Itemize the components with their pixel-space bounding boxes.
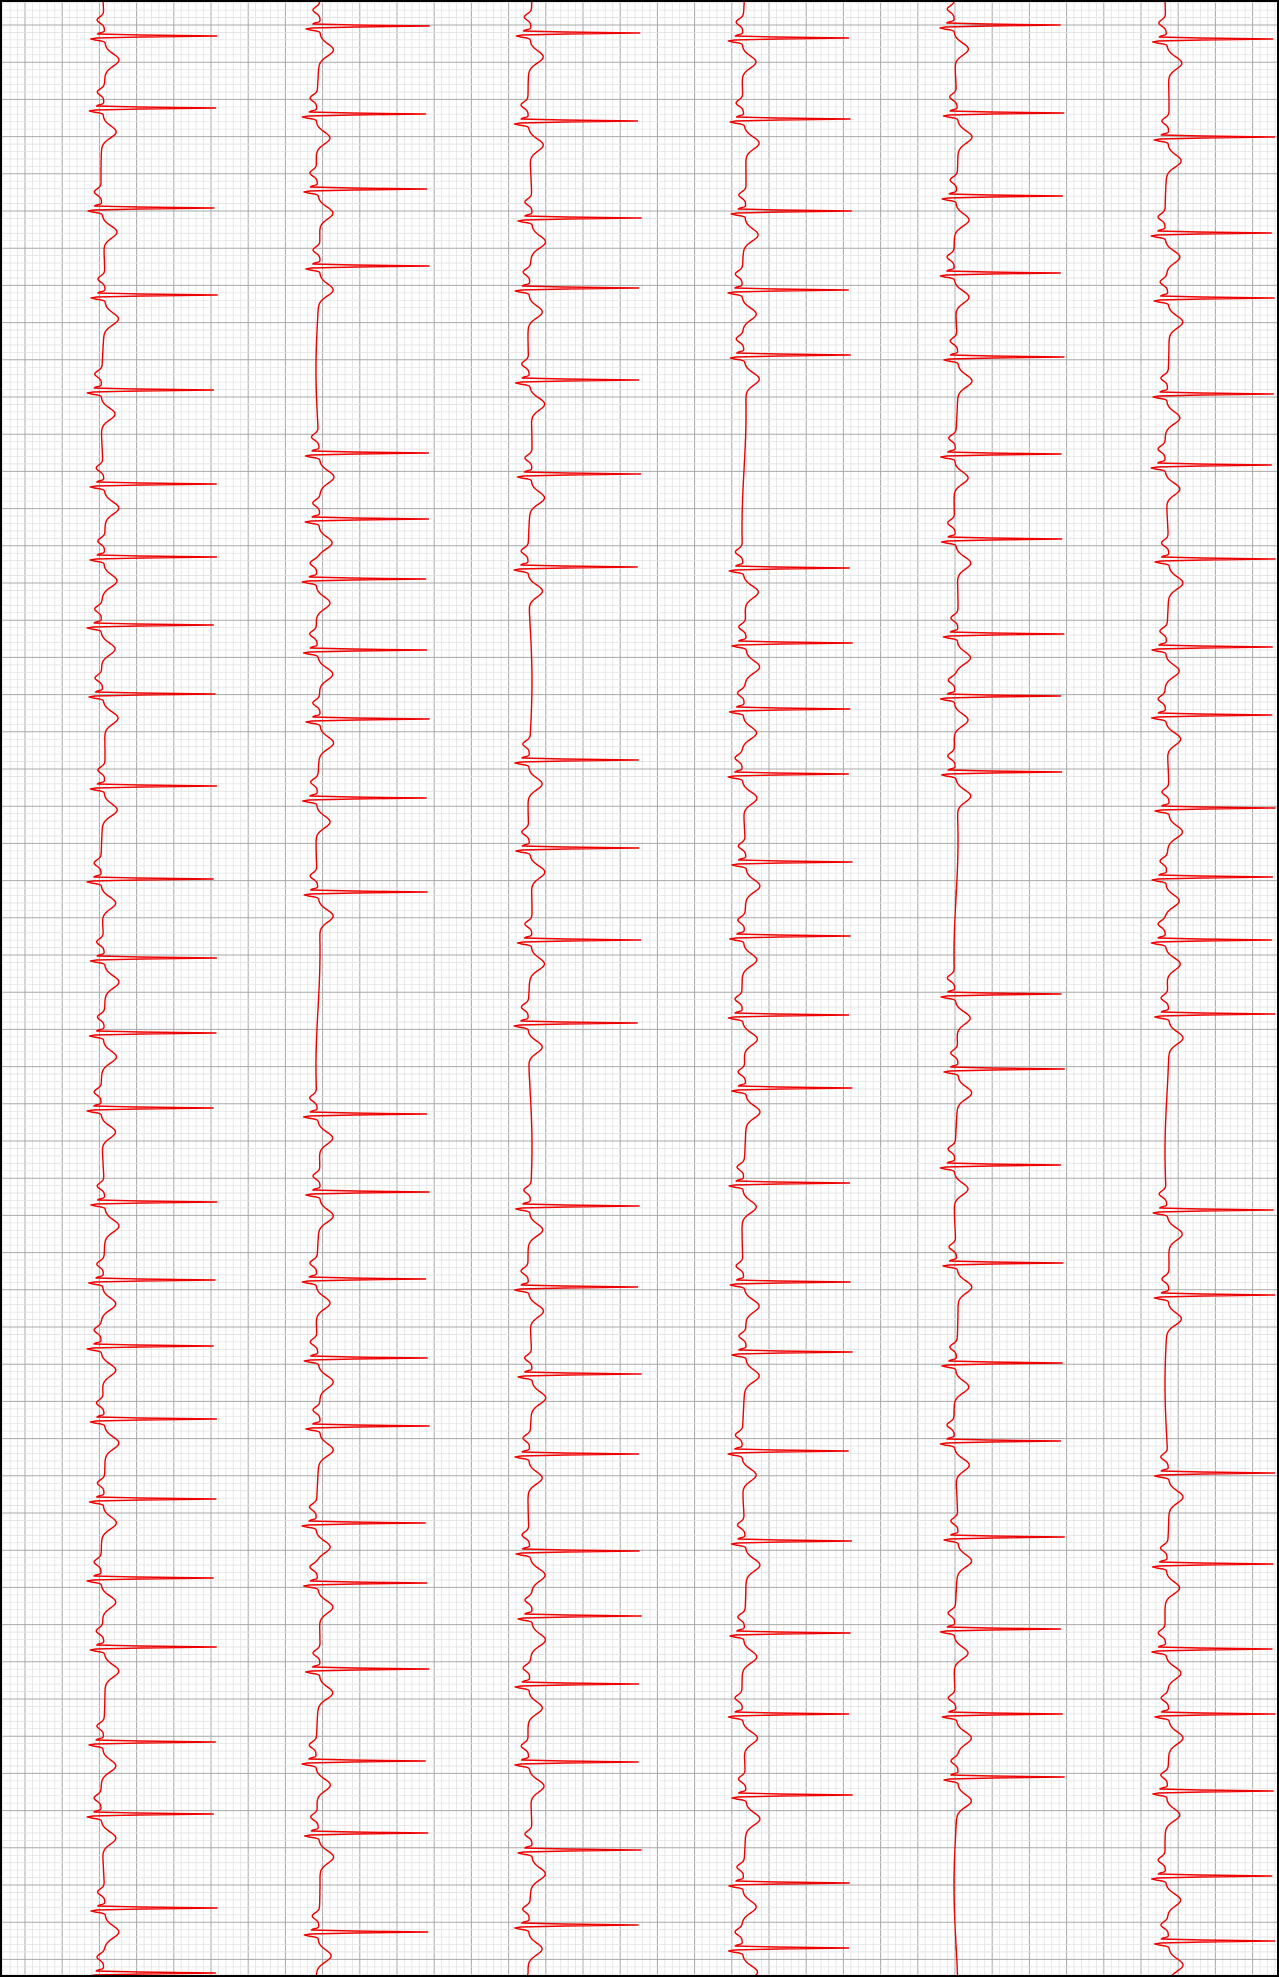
traces	[86, 0, 1276, 1977]
ecg-trace	[1150, 0, 1276, 1977]
ecg-trace	[301, 0, 430, 1977]
ecg-trace	[727, 0, 853, 1977]
ecg-trace	[513, 0, 642, 1977]
ecg-trace	[86, 0, 218, 1977]
ecg-trace	[939, 0, 1065, 1977]
